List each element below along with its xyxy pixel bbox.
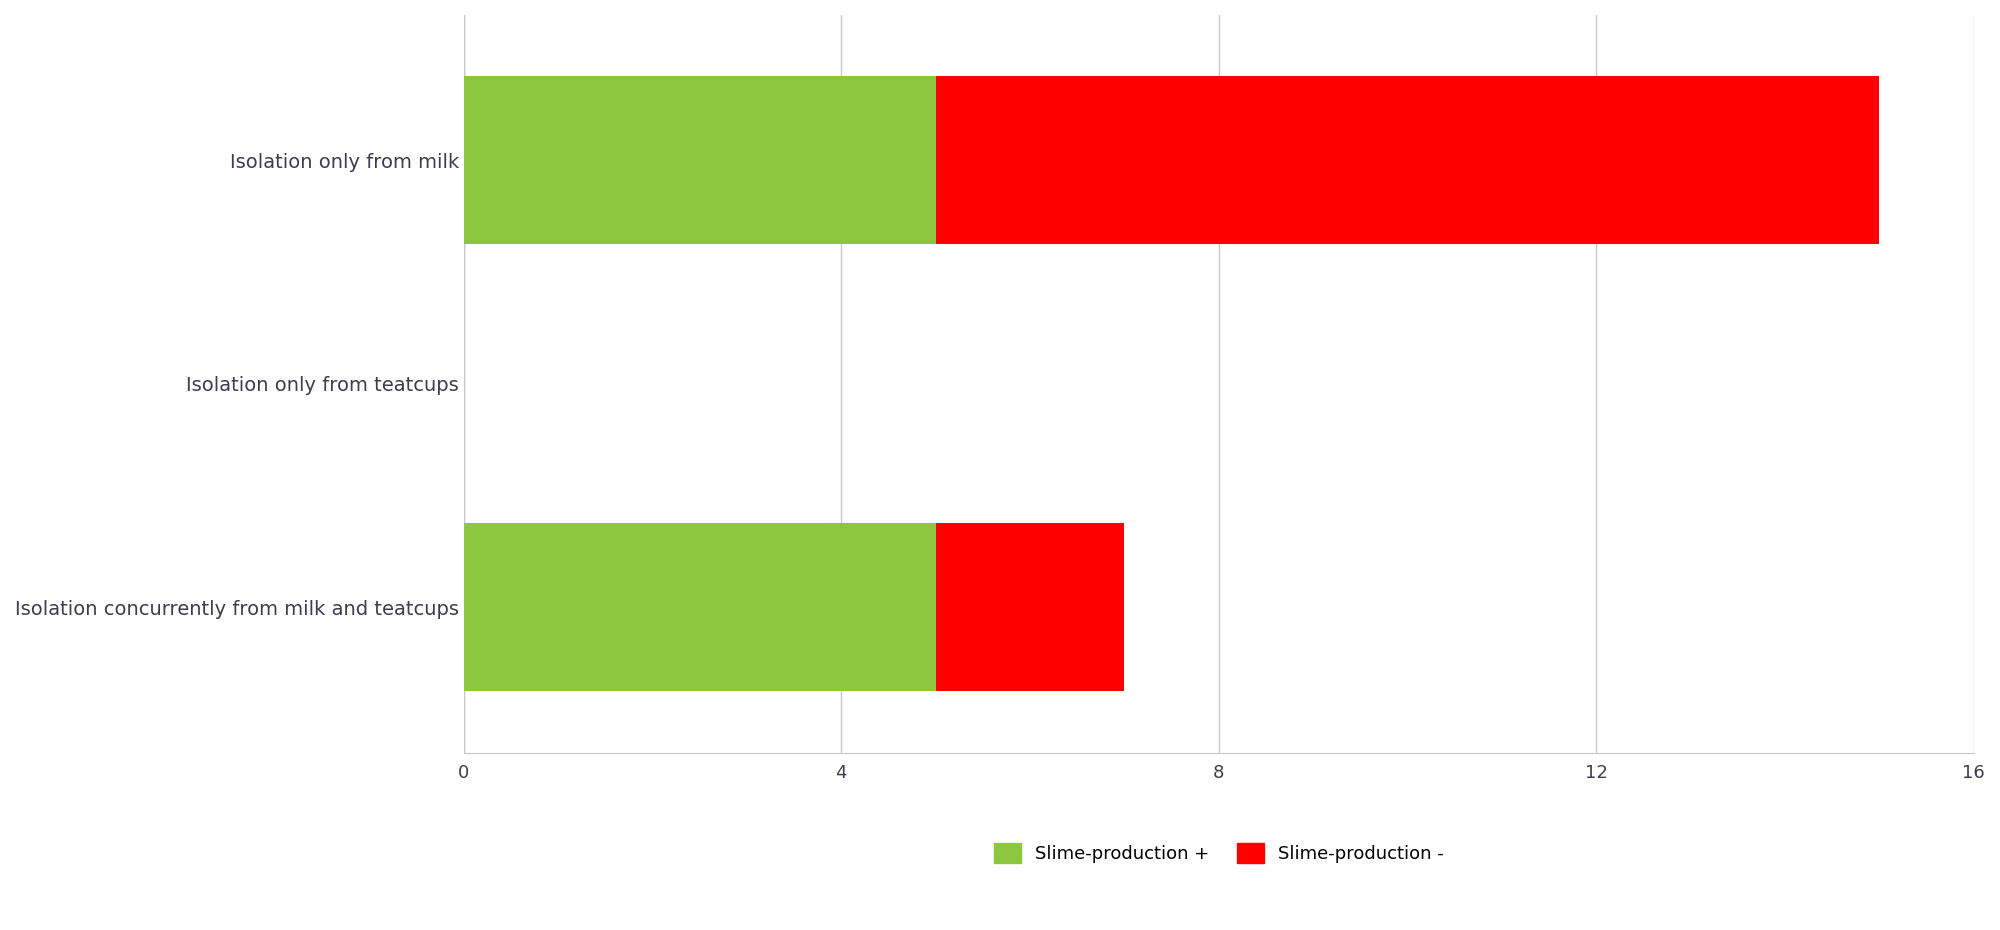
- Bar: [936, 76, 1880, 244]
- Bar: [464, 76, 936, 244]
- Bar: [464, 524, 936, 691]
- Legend: Slime-production +, Slime-production -: Slime-production +, Slime-production -: [986, 835, 1452, 870]
- Bar: [936, 524, 1124, 691]
